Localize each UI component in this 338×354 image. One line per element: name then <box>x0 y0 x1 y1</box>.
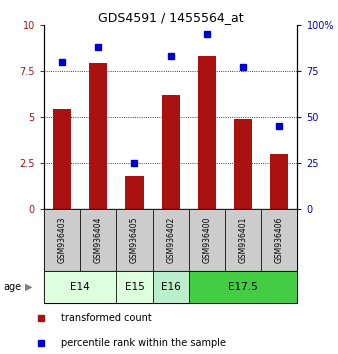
Bar <box>80 209 116 271</box>
Bar <box>152 271 189 303</box>
Bar <box>225 209 261 271</box>
Title: GDS4591 / 1455564_at: GDS4591 / 1455564_at <box>98 11 243 24</box>
Text: GSM936406: GSM936406 <box>275 217 284 263</box>
Bar <box>53 109 71 209</box>
Text: E16: E16 <box>161 282 180 292</box>
Text: GSM936405: GSM936405 <box>130 217 139 263</box>
Bar <box>189 209 225 271</box>
Bar <box>189 271 297 303</box>
Text: GSM936403: GSM936403 <box>57 217 67 263</box>
Text: GSM936400: GSM936400 <box>202 217 211 263</box>
Text: transformed count: transformed count <box>61 313 151 323</box>
Bar <box>89 63 107 209</box>
Bar <box>116 271 152 303</box>
Text: E15: E15 <box>125 282 144 292</box>
Bar <box>261 209 297 271</box>
Bar <box>44 271 116 303</box>
Bar <box>152 209 189 271</box>
Text: age: age <box>3 282 22 292</box>
Text: GSM936404: GSM936404 <box>94 217 103 263</box>
Bar <box>198 56 216 209</box>
Bar <box>162 95 180 209</box>
Text: percentile rank within the sample: percentile rank within the sample <box>61 338 226 348</box>
Bar <box>125 176 144 209</box>
Text: GSM936402: GSM936402 <box>166 217 175 263</box>
Text: E17.5: E17.5 <box>228 282 258 292</box>
Text: E14: E14 <box>70 282 90 292</box>
Text: GSM936401: GSM936401 <box>239 217 248 263</box>
Bar <box>234 119 252 209</box>
Text: ▶: ▶ <box>25 282 32 292</box>
Bar <box>270 154 288 209</box>
Bar <box>116 209 152 271</box>
Bar <box>44 209 80 271</box>
